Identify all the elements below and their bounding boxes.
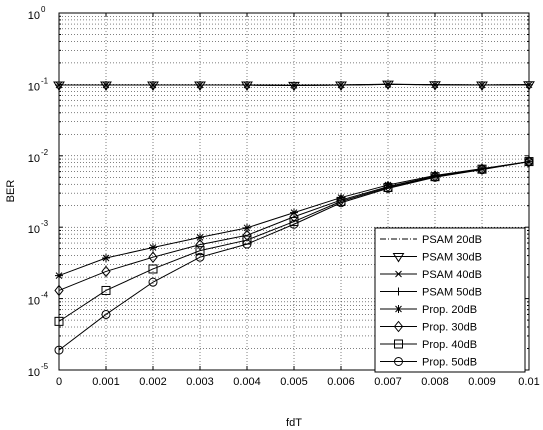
x-tick-labels: 0 0.001 0.002 0.003 0.004 0.005 0.006 0.007 0.00… <box>56 376 540 388</box>
data-point <box>149 81 157 90</box>
y-tick-exponent: -1 <box>41 76 49 85</box>
data-point <box>243 81 251 90</box>
x-tick-label: 0.004 <box>233 376 261 388</box>
legend-label: PSAM 20dB <box>422 234 482 246</box>
legend-marker <box>393 320 404 333</box>
y-tick-label: 10-4 <box>28 291 49 308</box>
y-tick-exponent: -2 <box>41 148 49 157</box>
x-axis-label: fdT <box>286 417 302 429</box>
data-point <box>196 233 204 242</box>
x-tick-label: 0.01 <box>518 376 539 388</box>
legend-label: PSAM 50dB <box>422 287 482 299</box>
legend-marker <box>394 339 403 349</box>
data-point <box>430 172 440 182</box>
data-point <box>478 81 486 90</box>
x-tick-label: 0 <box>56 376 62 388</box>
data-point <box>289 217 299 227</box>
y-tick-exponent: 0 <box>41 5 46 14</box>
legend-marker <box>395 270 402 278</box>
x-tick-label: 0.007 <box>374 376 402 388</box>
y-axis-label: BER <box>5 180 17 203</box>
legend-label: PSAM 40dB <box>422 269 482 281</box>
data-point <box>290 208 298 217</box>
y-tick-label: 10-1 <box>28 76 49 93</box>
data-point <box>337 81 345 90</box>
data-point <box>383 183 393 193</box>
data-point <box>477 165 487 175</box>
data-point <box>148 277 158 287</box>
legend-marker <box>394 287 403 296</box>
y-tick-exponent: -3 <box>41 219 49 228</box>
data-point <box>336 198 346 208</box>
data-point <box>384 180 392 189</box>
y-tick-base: 10 <box>28 10 40 22</box>
data-point <box>242 239 252 249</box>
legend-marker <box>394 357 403 366</box>
x-tick-label: 0.002 <box>139 376 167 388</box>
data-point <box>148 264 158 274</box>
y-tick-base: 10 <box>28 224 40 236</box>
x-tick-label: 0.006 <box>327 376 355 388</box>
legend: PSAM 20dB PSAM 30dB PSAM 40dB PSAM 50dB Prop… <box>374 227 526 373</box>
x-tick-label: 0.009 <box>468 376 496 388</box>
y-tick-label: 10-3 <box>28 219 49 236</box>
data-point <box>243 223 251 232</box>
legend-label: Prop. 30dB <box>422 322 477 334</box>
data-point <box>101 265 111 278</box>
data-point <box>290 81 298 90</box>
y-tick-exponent: -5 <box>41 362 49 371</box>
data-point <box>431 80 439 89</box>
y-tick-label: 100 <box>28 5 46 22</box>
grid <box>59 13 529 370</box>
legend-label: Prop. 20dB <box>422 304 477 316</box>
legend-label: Prop. 50dB <box>422 357 477 369</box>
series-line <box>58 161 530 322</box>
x-tick-label: 0.001 <box>92 376 120 388</box>
data-point <box>102 254 110 263</box>
y-tick-base: 10 <box>28 367 40 379</box>
x-tick-label: 0.003 <box>186 376 214 388</box>
legend-label: PSAM 30dB <box>422 252 482 264</box>
data-point <box>195 246 205 256</box>
data-point <box>431 171 439 180</box>
data-point <box>289 219 299 229</box>
data-point <box>195 252 205 262</box>
data-point <box>196 81 204 90</box>
y-tick-label: 10-2 <box>28 148 49 165</box>
x-tick-label: 0.005 <box>280 376 308 388</box>
legend-marker <box>394 305 403 313</box>
data-point <box>101 285 111 295</box>
data-point <box>102 81 110 90</box>
series-group <box>53 80 535 355</box>
y-tick-exponent: -4 <box>41 291 49 300</box>
y-tick-label: 10-5 <box>28 362 49 379</box>
data-point <box>101 309 111 319</box>
data-point <box>149 243 157 252</box>
tick-marks <box>58 12 530 371</box>
data-point <box>477 163 487 175</box>
data-point <box>384 80 392 89</box>
y-tick-base: 10 <box>28 153 40 165</box>
legend-label: Prop. 40dB <box>422 339 477 351</box>
data-point <box>195 238 205 251</box>
y-tick-base: 10 <box>28 81 40 93</box>
legend-marker <box>392 253 405 263</box>
y-tick-base: 10 <box>28 296 40 308</box>
data-point <box>148 251 158 264</box>
x-tick-label: 0.008 <box>421 376 449 388</box>
series-line <box>58 161 530 351</box>
